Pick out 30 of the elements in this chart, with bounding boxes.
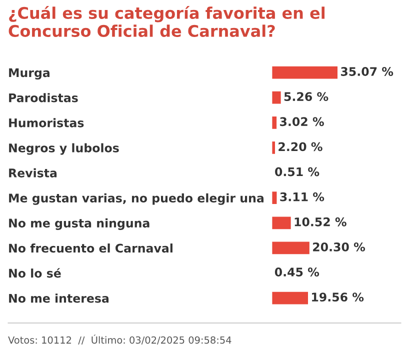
data-label: 2.20 % <box>278 142 322 152</box>
bar <box>272 190 278 206</box>
data-label: 3.02 % <box>280 117 324 126</box>
bar <box>272 240 311 256</box>
data-label: 3.11 % <box>280 192 324 202</box>
chart-title: ¿Cuál es su categoría favorita en el Concurso Oficial de Carnaval? <box>8 6 324 38</box>
y-tick-label: Revista <box>9 168 57 178</box>
y-tick-label: Me gustan varias, no puedo elegir una <box>9 193 264 205</box>
data-label: 20.30 % <box>313 242 366 252</box>
y-tick-label: No lo sé <box>9 268 61 278</box>
data-label: 0.51 % <box>275 167 320 176</box>
data-label: 19.56 % <box>312 292 364 302</box>
bar <box>272 90 282 106</box>
data-label: 5.26 % <box>284 92 328 102</box>
y-tick-label: No frecuento el Carnaval <box>9 243 172 253</box>
y-tick-label: No me gusta ninguna <box>9 218 150 230</box>
bar <box>272 140 276 156</box>
y-tick-label: No me interesa <box>9 294 109 303</box>
bar <box>272 215 292 231</box>
y-tick-label: Parodistas <box>9 93 78 102</box>
bar <box>272 115 278 130</box>
data-label: 10.52 % <box>294 217 346 226</box>
y-tick-label: Negros y lubolos <box>9 143 119 155</box>
data-label: 35.07 % <box>340 67 394 76</box>
bar <box>272 290 310 306</box>
y-tick-label: Murga <box>9 68 50 80</box>
bar <box>272 64 339 80</box>
text: Votos: 10112 // Último: 03/02/2025 09:58:54 <box>8 334 232 344</box>
data-label: 0.45 % <box>274 268 320 276</box>
y-tick-label: Humoristas <box>9 118 84 128</box>
